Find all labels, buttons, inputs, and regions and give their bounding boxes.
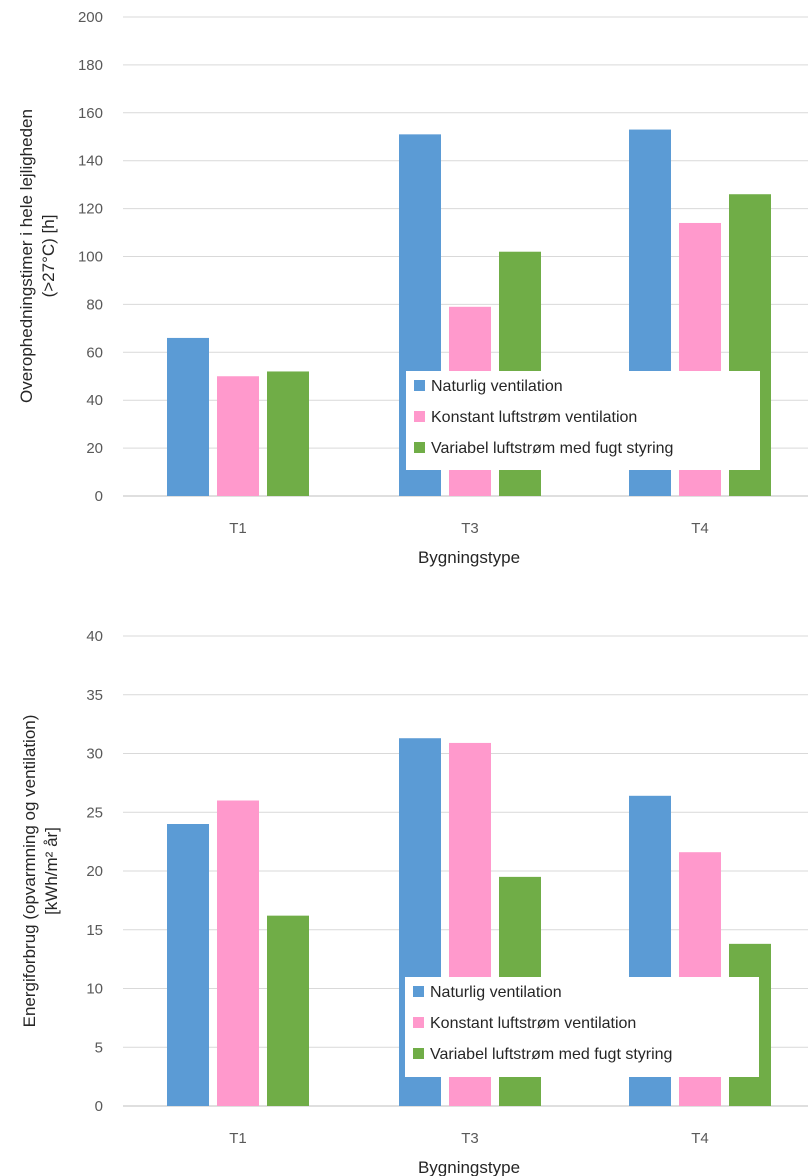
x-tick-label: T1 [229, 1130, 247, 1147]
bar-t1-series-1 [167, 337, 209, 496]
bar-t1-series-2 [217, 800, 259, 1106]
y-tick-label: 40 [86, 628, 103, 645]
bar-t1-series-3 [267, 915, 309, 1106]
legend-label: Variabel luftstrøm med fugt styring [430, 1046, 672, 1063]
x-tick-label: T3 [461, 520, 479, 537]
legend-swatch [414, 380, 425, 391]
y-tick-label: 100 [78, 249, 103, 266]
y-tick-label: 5 [95, 1039, 103, 1056]
bar-t1-series-3 [267, 371, 309, 496]
y-axis-title: Overophedningstimer i hele lejligheden (>… [17, 109, 58, 403]
legend-label: Variabel luftstrøm med fugt styring [431, 440, 673, 457]
legend-swatch [414, 411, 425, 422]
legend-box [405, 977, 759, 1077]
y-tick-label: 200 [78, 9, 103, 26]
y-tick-label: 0 [95, 1098, 103, 1115]
legend: Naturlig ventilation Konstant luftstrøm v… [405, 977, 759, 1077]
legend-box [406, 371, 760, 470]
y-tick-label: 35 [86, 687, 103, 704]
bar-t1-series-1 [167, 824, 209, 1106]
y-tick-label: 120 [78, 201, 103, 218]
y-tick-label: 160 [78, 105, 103, 122]
chart-2: 0 5 10 15 20 25 30 35 40 T1 T3 T4 Bygningstype Energi… [20, 628, 808, 1176]
y-tick-label: 180 [78, 57, 103, 74]
x-tick-label: T1 [229, 520, 247, 537]
legend-swatch [413, 1048, 424, 1059]
legend-swatch [413, 986, 424, 997]
y-tick-label: 60 [86, 344, 103, 361]
y-tick-label: 40 [86, 392, 103, 409]
x-tick-label: T4 [691, 520, 709, 537]
legend-label: Konstant luftstrøm ventilation [430, 1015, 636, 1032]
legend-swatch [414, 442, 425, 453]
legend-label: Naturlig ventilation [430, 984, 562, 1001]
chart-1: 0 20 40 60 80 100 120 140 160 180 200 T1 T3 T4 Bygning… [17, 9, 808, 567]
y-tick-label: 15 [86, 922, 103, 939]
y-tick-label: 0 [95, 488, 103, 505]
y-tick-label: 80 [86, 296, 103, 313]
legend: Naturlig ventilation Konstant luftstrøm v… [406, 371, 760, 470]
y-axis-title: Energiforbrug (opvarmning og ventilation… [20, 715, 61, 1028]
y-tick-label: 140 [78, 153, 103, 170]
y-axis-title-line: Overophedningstimer i hele lejligheden [17, 109, 36, 403]
y-tick-label: 25 [86, 804, 103, 821]
legend-swatch [413, 1017, 424, 1028]
y-axis-title-line: (>27°C) [h] [39, 215, 58, 298]
y-axis-title-line: [kWh/m² år] [42, 827, 61, 915]
x-tick-label: T3 [461, 1130, 479, 1147]
x-axis-title: Bygningstype [418, 1158, 520, 1176]
y-tick-label: 30 [86, 746, 103, 763]
legend-label: Konstant luftstrøm ventilation [431, 409, 637, 426]
x-axis-title: Bygningstype [418, 548, 520, 567]
x-tick-label: T4 [691, 1130, 709, 1147]
legend-label: Naturlig ventilation [431, 378, 563, 395]
y-tick-label: 20 [86, 440, 103, 457]
y-axis-title-line: Energiforbrug (opvarmning og ventilation… [20, 715, 39, 1028]
y-tick-label: 20 [86, 863, 103, 880]
bar-t1-series-2 [217, 376, 259, 496]
y-tick-label: 10 [86, 981, 103, 998]
